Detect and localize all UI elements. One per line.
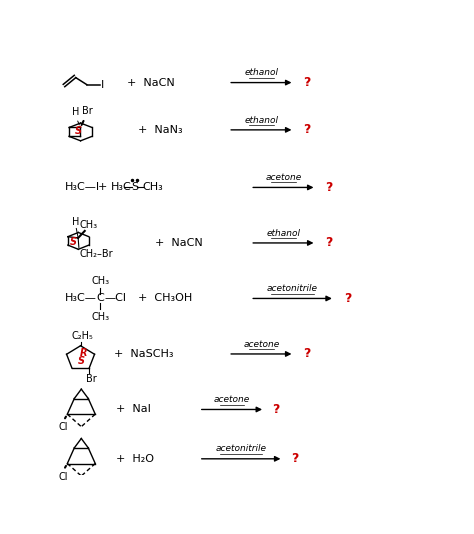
Text: H: H xyxy=(72,217,79,227)
Text: Cl: Cl xyxy=(58,422,68,433)
Text: Cl: Cl xyxy=(58,472,68,482)
Text: ?: ? xyxy=(303,123,311,136)
Text: acetone: acetone xyxy=(265,173,301,182)
Text: ethanol: ethanol xyxy=(244,68,278,77)
Text: H: H xyxy=(72,107,80,117)
Text: H₃C—: H₃C— xyxy=(65,294,97,303)
Text: acetonitrile: acetonitrile xyxy=(216,444,266,453)
Text: C: C xyxy=(97,294,104,303)
Text: ?: ? xyxy=(344,292,351,305)
Text: +  NaCN: + NaCN xyxy=(155,238,202,248)
Text: ?: ? xyxy=(303,348,311,360)
Text: ?: ? xyxy=(272,403,280,416)
Text: I: I xyxy=(100,80,104,90)
Text: +  CH₃OH: + CH₃OH xyxy=(138,294,192,303)
Text: CH₂–Br: CH₂–Br xyxy=(79,249,113,258)
Text: —Cl: —Cl xyxy=(104,294,126,303)
Text: ?: ? xyxy=(326,181,333,194)
Text: CH₃: CH₃ xyxy=(91,312,109,322)
Text: ethanol: ethanol xyxy=(266,229,301,238)
Text: S: S xyxy=(131,183,138,192)
Text: CH₃: CH₃ xyxy=(80,219,98,230)
Text: H₃C: H₃C xyxy=(110,183,131,192)
Text: S: S xyxy=(78,356,85,366)
Text: R: R xyxy=(80,348,87,358)
Text: ethanol: ethanol xyxy=(244,115,278,124)
Text: CH₃: CH₃ xyxy=(143,183,164,192)
Text: +  NaSCH₃: + NaSCH₃ xyxy=(114,349,173,359)
Text: ?: ? xyxy=(326,237,333,249)
Text: ?: ? xyxy=(303,76,311,89)
Text: S: S xyxy=(75,126,82,136)
Text: ?: ? xyxy=(291,452,298,465)
Text: S: S xyxy=(70,237,77,247)
Text: Br: Br xyxy=(86,374,96,384)
Text: acetone: acetone xyxy=(214,395,250,404)
Text: acetonitrile: acetonitrile xyxy=(267,284,318,293)
Text: +  NaN₃: + NaN₃ xyxy=(138,125,183,135)
Text: acetone: acetone xyxy=(243,340,279,349)
Text: Br: Br xyxy=(82,106,93,116)
Text: +  NaI: + NaI xyxy=(116,404,151,414)
Text: CH₃: CH₃ xyxy=(91,276,109,286)
Text: +  H₂O: + H₂O xyxy=(116,454,154,464)
Text: +: + xyxy=(98,183,107,192)
Text: +  NaCN: + NaCN xyxy=(127,77,175,88)
Text: C₂H₅: C₂H₅ xyxy=(72,331,93,341)
Text: H₃C—I: H₃C—I xyxy=(65,183,100,192)
